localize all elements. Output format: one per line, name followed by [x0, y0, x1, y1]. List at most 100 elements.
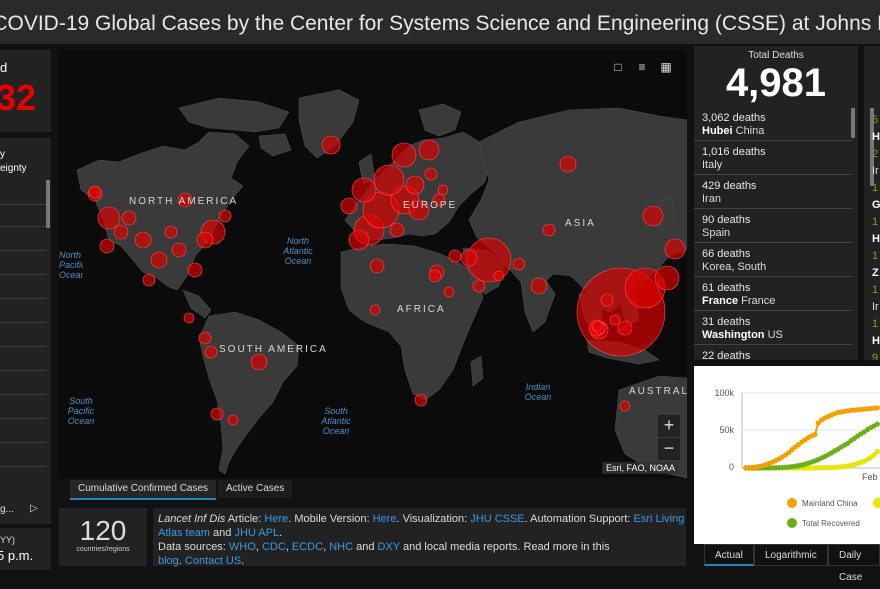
- esri-link[interactable]: Esri Living Atlas team: [158, 513, 685, 539]
- bookmark-icon[interactable]: □: [614, 60, 622, 74]
- case-bubble[interactable]: [187, 262, 203, 278]
- case-bubble[interactable]: [609, 314, 621, 326]
- case-bubble[interactable]: [373, 164, 405, 196]
- scrollbar-thumb[interactable]: [870, 108, 874, 186]
- case-bubble[interactable]: [351, 177, 377, 203]
- tab-actual[interactable]: Actual: [704, 544, 754, 566]
- case-bubble[interactable]: [150, 251, 168, 269]
- case-bubble[interactable]: [177, 192, 193, 208]
- case-bubble[interactable]: [512, 257, 526, 271]
- case-bubble[interactable]: [88, 185, 102, 199]
- case-bubble[interactable]: [619, 400, 631, 412]
- case-bubble[interactable]: [405, 175, 425, 195]
- next-arrow-icon[interactable]: ▷: [30, 503, 38, 514]
- case-bubble[interactable]: [443, 286, 455, 298]
- case-bubble[interactable]: [250, 353, 268, 371]
- jhu-apl-link[interactable]: JHU APL: [234, 527, 280, 539]
- qr-code-icon[interactable]: ▦: [660, 60, 672, 74]
- case-bubble[interactable]: [340, 197, 358, 215]
- ecdc-link[interactable]: ECDC: [291, 541, 324, 553]
- list-footer-label[interactable]: g...: [0, 504, 14, 515]
- who-link[interactable]: WHO: [228, 541, 256, 553]
- list-item[interactable]: 429 deaths Iran: [694, 176, 852, 209]
- contact-link[interactable]: Contact US: [184, 555, 242, 567]
- list-item[interactable]: 3,062 deaths Hubei China: [694, 108, 852, 141]
- list-item[interactable]: 1,016 deaths Italy: [694, 142, 852, 175]
- case-bubble[interactable]: [424, 167, 438, 181]
- case-bubble[interactable]: [642, 205, 664, 227]
- legend-swatch-other: [873, 498, 880, 508]
- data-point[interactable]: [786, 450, 792, 456]
- data-point[interactable]: [815, 420, 821, 426]
- case-bubbles[interactable]: [59, 50, 687, 478]
- dxy-link[interactable]: DXY: [377, 541, 400, 553]
- case-bubble[interactable]: [600, 293, 614, 307]
- case-bubble[interactable]: [164, 225, 178, 239]
- jhu-csse-link[interactable]: JHU CSSE: [470, 513, 525, 525]
- tab-daily-cases[interactable]: Daily Case: [828, 544, 880, 583]
- scrollbar-thumb[interactable]: [46, 180, 50, 228]
- world-map[interactable]: NORTH AMERICA EUROPE ASIA AFRICA SOUTH A…: [59, 50, 687, 478]
- case-bubble[interactable]: [530, 277, 548, 295]
- case-bubble[interactable]: [617, 320, 633, 336]
- mobile-link[interactable]: Here: [372, 513, 397, 525]
- data-point[interactable]: [812, 431, 818, 437]
- list-item[interactable]: 66 deaths Korea, South: [694, 244, 852, 277]
- case-bubble[interactable]: [432, 193, 446, 207]
- case-bubble[interactable]: [493, 270, 505, 282]
- case-bubble[interactable]: [460, 249, 478, 267]
- case-bubble[interactable]: [218, 209, 232, 223]
- case-bubble[interactable]: [134, 231, 152, 249]
- case-bubble[interactable]: [654, 265, 680, 291]
- case-bubble[interactable]: [591, 320, 603, 332]
- data-point[interactable]: [874, 421, 880, 427]
- case-bubble[interactable]: [408, 199, 430, 221]
- case-bubble[interactable]: [448, 249, 462, 263]
- zoom-out-button[interactable]: −: [657, 437, 681, 461]
- case-bubble[interactable]: [348, 229, 370, 251]
- tab-cumulative-confirmed[interactable]: Cumulative Confirmed Cases: [70, 480, 217, 500]
- nhc-link[interactable]: NHC: [329, 541, 354, 553]
- case-bubble[interactable]: [227, 414, 239, 426]
- case-bubble[interactable]: [428, 269, 442, 283]
- zoom-in-button[interactable]: +: [657, 414, 681, 438]
- case-bubble[interactable]: [559, 155, 577, 173]
- case-bubble[interactable]: [183, 312, 195, 324]
- case-bubble[interactable]: [97, 206, 121, 230]
- case-bubble[interactable]: [542, 223, 556, 237]
- case-bubble[interactable]: [369, 258, 385, 274]
- case-bubble[interactable]: [196, 231, 214, 249]
- blog-link[interactable]: blog: [158, 555, 179, 567]
- tab-logarithmic[interactable]: Logarithmic: [754, 544, 828, 566]
- case-bubble[interactable]: [210, 407, 224, 421]
- case-bubble[interactable]: [204, 345, 218, 359]
- case-bubble[interactable]: [391, 142, 417, 168]
- case-bubble[interactable]: [472, 279, 486, 293]
- case-bubble[interactable]: [664, 238, 686, 260]
- tab-active-cases[interactable]: Active Cases: [218, 480, 293, 498]
- page-title: s COVID-19 Global Cases by the Center fo…: [0, 0, 880, 44]
- case-bubble[interactable]: [113, 224, 129, 240]
- case-bubble[interactable]: [171, 242, 187, 258]
- case-bubble[interactable]: [121, 210, 137, 226]
- case-bubble[interactable]: [99, 238, 115, 254]
- list-item[interactable]: 90 deaths Spain: [694, 210, 852, 243]
- list-icon[interactable]: ≡: [638, 60, 646, 74]
- data-point[interactable]: [871, 452, 877, 458]
- case-bubble[interactable]: [142, 273, 156, 287]
- case-bubble[interactable]: [418, 139, 440, 161]
- case-bubble[interactable]: [369, 304, 381, 316]
- case-bubble[interactable]: [389, 222, 405, 238]
- cdc-link[interactable]: CDC: [261, 541, 286, 553]
- case-bubble[interactable]: [437, 184, 449, 196]
- data-point[interactable]: [874, 405, 880, 411]
- article-link[interactable]: Here: [264, 513, 289, 525]
- case-bubble[interactable]: [414, 393, 428, 407]
- list-item[interactable]: 31 deaths Washington US: [694, 312, 852, 345]
- case-bubble[interactable]: [198, 331, 212, 345]
- case-bubble[interactable]: [321, 135, 341, 155]
- list-item[interactable]: 22 deaths: [694, 346, 852, 360]
- data-point[interactable]: [874, 448, 880, 455]
- list-item[interactable]: 61 deaths France France: [694, 278, 852, 311]
- scrollbar-thumb[interactable]: [851, 108, 855, 138]
